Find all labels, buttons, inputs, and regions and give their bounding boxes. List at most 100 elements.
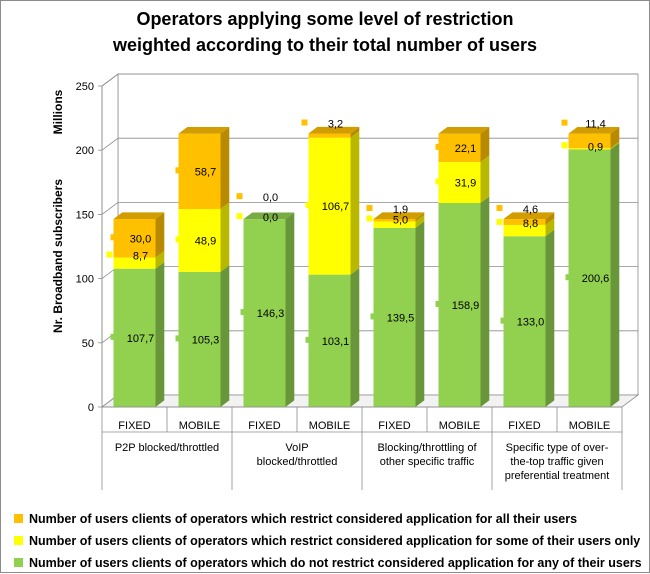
bar-segment-front: [308, 274, 351, 407]
legend: Number of users clients of operators whi…: [14, 508, 642, 574]
bar-top: [568, 127, 620, 134]
bar-segment-front: [178, 133, 221, 210]
data-label: 0,0: [263, 192, 278, 204]
bar-top: [438, 127, 490, 134]
y-tick-label: 100: [76, 274, 94, 286]
legend-label: Number of users clients of operators whi…: [29, 512, 578, 526]
bar-segment-side: [350, 126, 360, 138]
bar-segment-side: [220, 202, 230, 272]
bar-segment-side: [415, 212, 425, 222]
data-label: 133,0: [517, 317, 545, 329]
data-label: 103,1: [322, 336, 350, 348]
bar-segment-side: [350, 131, 360, 275]
bar-segment-front: [503, 219, 546, 225]
data-label: 8,7: [133, 251, 148, 263]
chart-title: Operators applying some level of restric…: [0, 6, 650, 58]
legend-swatch: [14, 558, 23, 568]
y-axis-title: Nr. Broadband subscribers: [51, 179, 65, 333]
data-label-marker: [305, 202, 312, 209]
data-label-marker: [565, 274, 572, 281]
bar-segment-front: [373, 221, 416, 228]
chart-title-line-1: Operators applying some level of restric…: [136, 9, 514, 29]
y-tick-label: 200: [76, 145, 94, 157]
y-axis-unit: Millions: [51, 89, 65, 134]
x-group-label: blocked/throttled: [257, 456, 338, 468]
x-group-label: other specific traffic: [380, 456, 475, 468]
legend-label: Number of users clients of operators whi…: [29, 534, 641, 548]
data-label: 158,9: [452, 300, 480, 312]
bar-segment-front: [308, 137, 351, 275]
bar-segment-front: [373, 227, 416, 407]
bar-segment-front: [243, 219, 286, 407]
data-label-marker: [366, 215, 373, 222]
y-tick-label: 50: [82, 338, 94, 350]
data-label-marker: [175, 236, 182, 243]
x-category-label: MOBILE: [309, 420, 351, 432]
data-label-marker: [435, 300, 442, 307]
bar-segment-side: [415, 214, 425, 228]
data-label: 48,9: [195, 235, 216, 247]
data-label-marker: [496, 205, 503, 212]
bar-top: [308, 126, 360, 134]
gridline: [101, 73, 638, 87]
legend-item: Number of users clients of operators whi…: [14, 530, 642, 552]
data-label: 200,6: [582, 273, 610, 285]
data-label-marker: [561, 142, 568, 149]
bar-segment-side: [220, 265, 230, 407]
bar-segment-front: [438, 133, 481, 163]
bar-segment-front: [113, 257, 156, 269]
bar-segment-side: [610, 127, 620, 149]
x-group-label: VoIP: [285, 442, 308, 454]
data-label-marker: [435, 143, 442, 150]
bar-top: [178, 127, 230, 134]
bar-top: [113, 212, 165, 220]
y-tick-label: 0: [88, 402, 94, 414]
data-label: 4,6: [523, 204, 538, 216]
legend-swatch: [14, 514, 23, 524]
data-label: 0,0: [263, 212, 278, 224]
data-label: 31,9: [455, 177, 476, 189]
bar-segment-side: [545, 218, 555, 237]
data-label: 22,1: [455, 143, 476, 155]
x-category-label: FIXED: [508, 420, 540, 432]
bar-segment-front: [373, 219, 416, 222]
x-group-label: preferential treatment: [505, 470, 610, 482]
bar-segment-front: [568, 149, 611, 407]
y-tick-label: 150: [76, 209, 94, 221]
data-label-marker: [106, 251, 113, 258]
x-category-label: MOBILE: [439, 420, 481, 432]
data-label-marker: [301, 119, 308, 126]
bar-segment-side: [155, 250, 165, 269]
data-label-marker: [175, 335, 182, 342]
bar-segment-front: [308, 133, 351, 138]
bar-top: [373, 212, 425, 220]
data-label-marker: [496, 218, 503, 225]
y-tick-label: 250: [76, 81, 94, 93]
x-group-label: the-top traffic given: [510, 456, 603, 468]
legend-label: Number of users clients of operators whi…: [29, 556, 642, 570]
data-label-marker: [175, 167, 182, 174]
data-label-marker: [240, 309, 247, 316]
data-label: 146,3: [257, 308, 285, 320]
data-label-marker: [561, 119, 568, 126]
legend-item: Number of users clients of operators whi…: [14, 552, 642, 574]
bar-segment-side: [285, 212, 295, 407]
data-label-marker: [110, 234, 117, 241]
data-label: 1,9: [393, 204, 408, 216]
data-label: 0,9: [588, 141, 603, 153]
legend-item: Number of users clients of operators whi…: [14, 508, 642, 530]
bar-segment-side: [545, 229, 555, 407]
bar-top: [503, 212, 555, 220]
data-label-marker: [236, 213, 243, 220]
bar-segment-side: [480, 196, 490, 407]
bar-segment-front: [113, 268, 156, 407]
bar-segment-side: [610, 141, 620, 150]
bar-top: [243, 212, 295, 220]
data-label-marker: [110, 333, 117, 340]
data-label-marker: [366, 205, 373, 212]
bar-segment-side: [350, 268, 360, 407]
x-group-label: Specific type of over-: [506, 442, 609, 454]
legend-swatch: [14, 536, 23, 546]
x-group-label: Blocking/throttling of: [377, 442, 477, 454]
bar-segment-front: [568, 148, 611, 150]
